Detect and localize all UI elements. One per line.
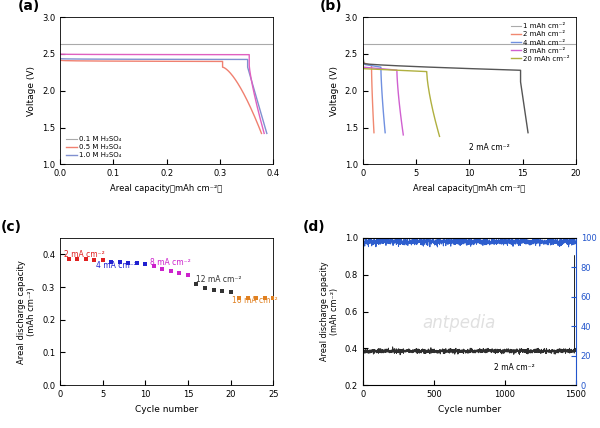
Text: 2 mA cm⁻²: 2 mA cm⁻² (494, 363, 535, 372)
Text: (b): (b) (320, 0, 343, 13)
Point (260, 294, 269, 301)
Text: (a): (a) (17, 0, 40, 13)
Point (243, 294, 253, 301)
Point (149, 262, 158, 269)
Y-axis label: Areal discharge capacity
(mAh cm⁻²): Areal discharge capacity (mAh cm⁻²) (320, 262, 339, 361)
Point (89, 256, 99, 263)
Point (81, 256, 91, 263)
Text: (d): (d) (303, 220, 326, 234)
Point (251, 294, 261, 301)
Text: 8 mA cm⁻²: 8 mA cm⁻² (149, 258, 190, 267)
X-axis label: Cycle number: Cycle number (438, 404, 501, 413)
Point (200, 284, 210, 291)
Point (98, 256, 107, 263)
Legend: 1 mAh cm⁻², 2 mAh cm⁻², 4 mAh cm⁻², 8 mAh cm⁻², 20 mAh cm⁻²: 1 mAh cm⁻², 2 mAh cm⁻², 4 mAh cm⁻², 8 mA… (508, 21, 572, 65)
Text: 4 mA cm⁻²: 4 mA cm⁻² (96, 262, 137, 270)
Text: 2 mA cm⁻²: 2 mA cm⁻² (64, 250, 105, 259)
Legend: 0.1 M H₂SO₄, 0.5 M H₂SO₄, 1.0 M H₂SO₄: 0.1 M H₂SO₄, 0.5 M H₂SO₄, 1.0 M H₂SO₄ (64, 133, 124, 161)
Point (183, 271, 193, 278)
Point (124, 259, 133, 266)
Point (209, 286, 218, 293)
Point (175, 270, 184, 276)
Text: antpedia: antpedia (422, 314, 496, 333)
Point (166, 268, 176, 275)
X-axis label: Areal capacity（mAh cm⁻²）: Areal capacity（mAh cm⁻²） (413, 184, 526, 193)
Point (158, 266, 167, 273)
Text: (c): (c) (0, 220, 21, 234)
Y-axis label: Voltage (V): Voltage (V) (28, 66, 37, 116)
Point (226, 289, 235, 296)
Point (106, 259, 116, 265)
Point (268, 295, 278, 302)
Y-axis label: Voltage (V): Voltage (V) (330, 66, 339, 116)
Point (132, 260, 142, 267)
Point (191, 281, 201, 288)
Point (72, 256, 82, 262)
Text: 2 mA cm⁻²: 2 mA cm⁻² (469, 143, 510, 152)
X-axis label: Cycle number: Cycle number (135, 404, 198, 413)
Point (235, 294, 244, 301)
Point (140, 260, 150, 267)
Point (115, 259, 125, 266)
Text: 12 mA cm⁻²: 12 mA cm⁻² (196, 275, 242, 284)
Y-axis label: Areal discharge capacity
(mAh cm⁻²): Areal discharge capacity (mAh cm⁻²) (17, 260, 37, 363)
X-axis label: Areal capacity（mAh cm⁻²）: Areal capacity（mAh cm⁻²） (110, 184, 223, 193)
Point (217, 288, 227, 294)
Point (64, 255, 73, 262)
Text: 16 mA cm⁻²: 16 mA cm⁻² (232, 297, 278, 306)
